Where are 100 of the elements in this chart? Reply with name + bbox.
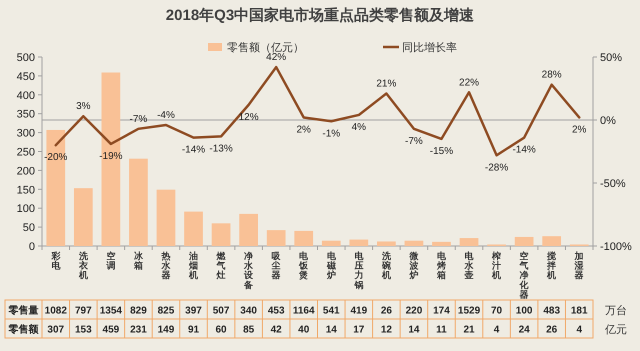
y-tick-label: 150 [16,184,35,196]
text: 220 [406,306,422,316]
x-tick-label: 微波炉 [408,251,420,280]
data-label: -14% [182,144,206,156]
text: 1354 [100,306,122,316]
data-label: -4% [157,110,175,122]
data-label: -19% [99,150,123,162]
data-label: -7% [405,136,423,147]
data-label: -28% [484,162,508,174]
x-tick-label: 吸尘器 [270,251,282,280]
x-tick-label: 电饭煲 [298,251,310,280]
data-label: -1% [322,128,340,140]
text: 541 [322,306,340,316]
x-tick-label: 洗碗机 [380,251,392,280]
data-label: -14% [512,144,536,156]
text: 797 [74,306,92,316]
x-tick-label: 空气净化器 [518,251,530,300]
data-label: 28% [542,70,562,81]
data-label: 24 [518,324,530,336]
data-label: 4 [494,324,500,336]
data-label: 21% [376,78,396,90]
y2-tick-label: 0% [600,115,616,127]
y-tick-label: 200 [16,165,35,178]
data-label: 3% [76,101,91,112]
text: 70 [491,306,502,316]
text: 1164 [292,306,315,316]
data-label: 85 [243,324,255,336]
data-label: -20% [44,152,68,164]
data-label: 40 [298,324,310,336]
y-tick-label: 450 [16,70,35,83]
data-label: 231 [130,324,148,336]
text: 181 [570,306,588,316]
x-tick-label: 加湿器 [574,251,584,280]
x-tick-label: 榨汁机 [491,251,502,280]
text: 亿元 [604,324,627,336]
data-label: -7% [130,114,148,125]
x-tick-label: 电磁炉 [326,251,337,280]
legend-label: 同比增长率 [402,41,457,54]
legend-label: 零售额（亿元） [227,41,304,54]
y-tick-label: 400 [16,90,35,102]
text: 零售额 [8,324,40,336]
data-label: 4 [576,324,582,336]
text: 1529 [458,306,480,316]
x-tick-label: 洗衣机 [78,251,89,280]
data-label: 14 [408,324,420,336]
y-tick-label: 300 [16,128,35,140]
text: 万台 [605,304,627,317]
text: 零售量 [8,304,38,316]
data-label: 42 [270,324,282,336]
text: 1082 [44,306,67,316]
x-tick-label: 空调 [105,251,116,271]
text: 507 [212,306,230,316]
x-tick-label: 电水壶 [464,251,475,280]
x-tick-label: 电压力锅 [353,251,364,290]
data-label: 12% [238,112,259,123]
text: 340 [240,306,257,316]
data-label: 91 [188,324,200,336]
data-label: 21 [463,324,476,336]
text: 397 [185,306,202,316]
text: 26 [380,306,392,316]
x-tick-label: 净水设备 [243,251,254,290]
x-tick-label: 燃气灶 [216,251,227,280]
x-tick-label: 电烤箱 [436,251,447,280]
x-tick-label: 彩电 [50,251,62,271]
data-label: 149 [158,324,175,336]
x-tick-label: 油烟机 [188,251,198,280]
data-label: 153 [74,324,92,336]
text: 825 [158,306,174,316]
y-tick-label: 250 [16,146,35,158]
y2-tick-label: -100% [600,241,632,253]
x-tick-label: 冰箱 [132,251,144,271]
data-label: -13% [209,143,233,154]
data-label: 11 [436,324,448,336]
data-label: 2% [296,124,312,136]
chart-title: 2018年Q3中国家电市场重点品类零售额及增速 [166,6,476,24]
data-label: 26 [546,324,558,336]
y-tick-label: 500 [16,52,35,64]
y-tick-label: 350 [16,108,35,121]
text: 483 [543,306,560,316]
data-label: 22% [459,77,480,88]
data-label: 42% [266,52,286,64]
x-tick-label: 热水器 [160,251,172,280]
data-label: 4% [352,122,366,133]
x-tick-label: 搅拌机 [546,251,556,280]
data-label: 17 [353,324,365,336]
y2-tick-label: -50% [600,178,626,190]
y-tick-label: 100 [16,203,35,216]
text: 100 [516,306,532,316]
data-label: 459 [102,324,120,336]
data-label: 2% [572,124,587,136]
data-label: 60 [216,324,228,336]
data-label: -15% [430,146,454,157]
text: 829 [130,306,147,316]
y2-tick-label: 50% [600,52,622,64]
text: 174 [433,306,450,316]
data-label: 307 [47,324,65,336]
y-tick-label: 50 [22,222,35,234]
text: 419 [350,306,368,316]
text: 453 [268,306,285,316]
y-tick-label: 0 [28,241,35,253]
